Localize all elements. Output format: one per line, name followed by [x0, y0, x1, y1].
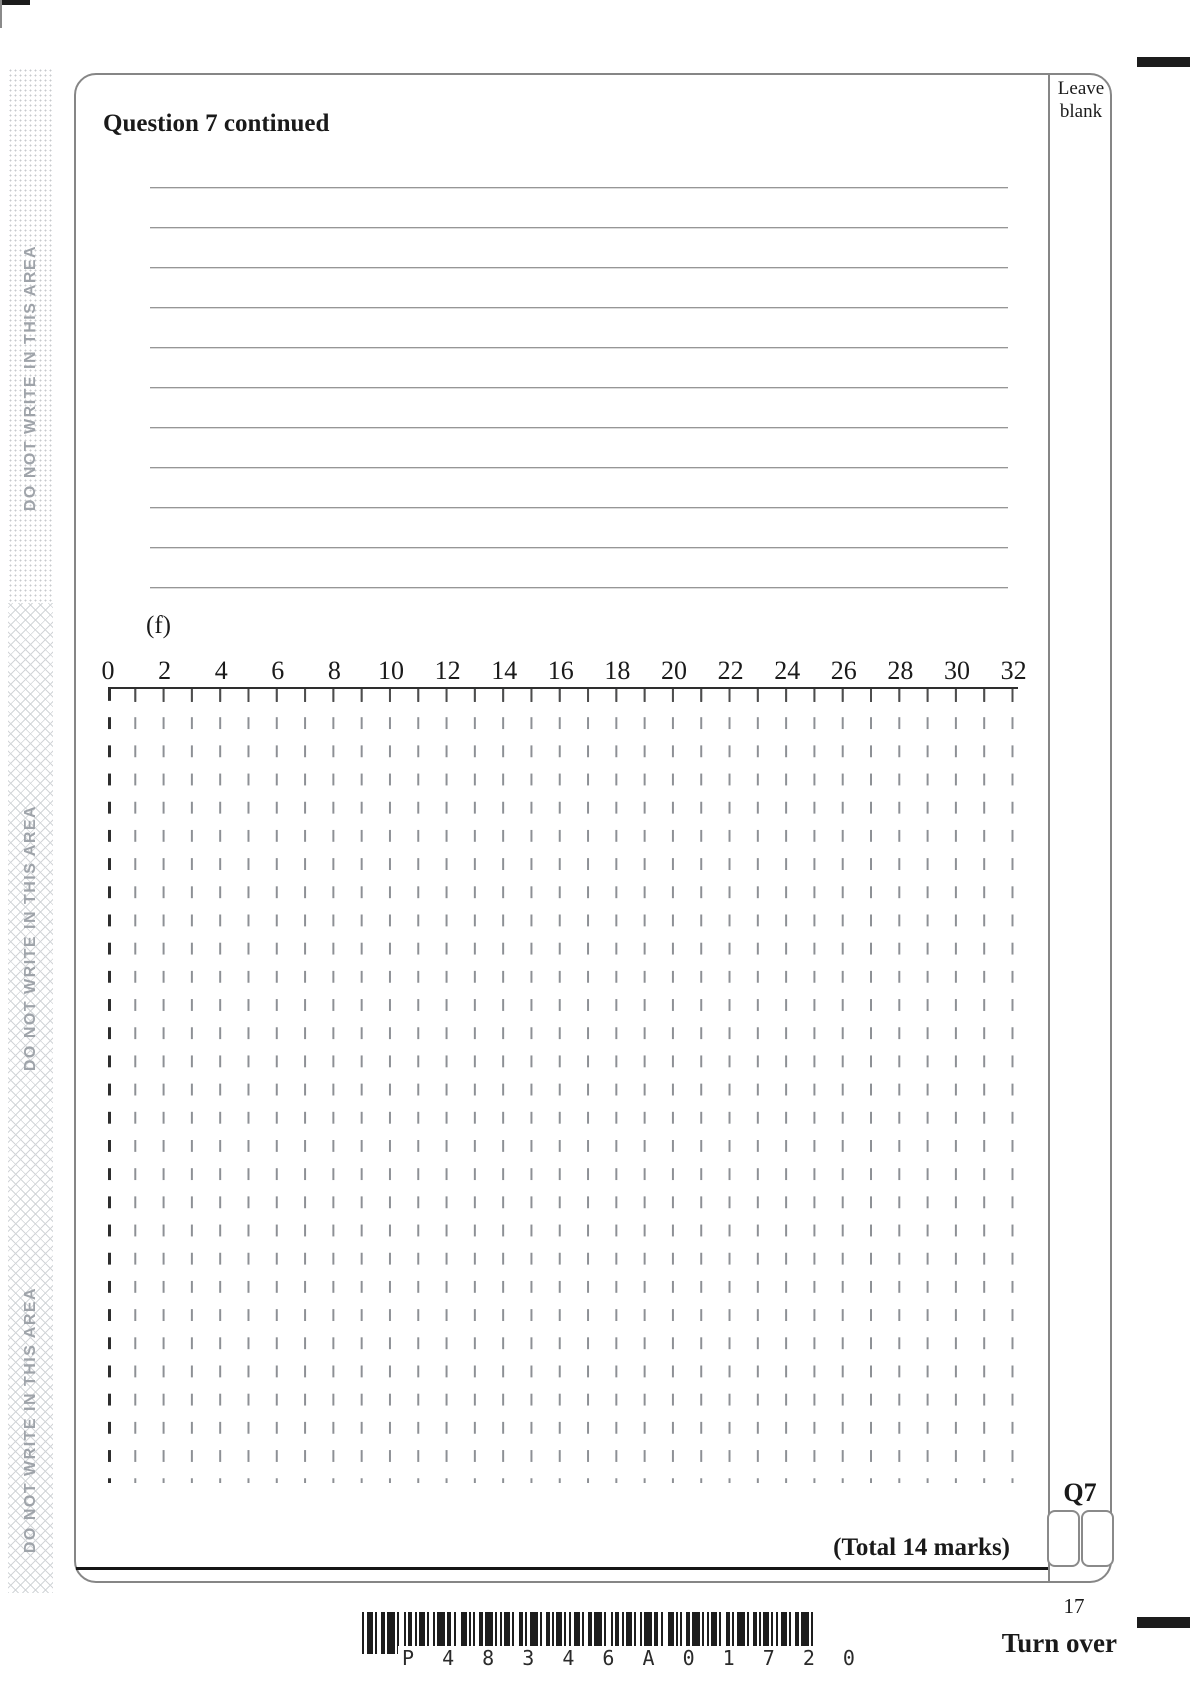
- x-axis-tick-labels: 0 2 4 6 8 10 12 14 16 18 20 22 24 26 28 30 32: [0, 656, 1190, 686]
- registration-mark-left-edge: [0, 0, 2, 28]
- answer-line: [150, 307, 1008, 309]
- question-end-rule: [76, 1567, 1048, 1570]
- margin-warning-label: DO NOT WRITE IN THIS AREA: [21, 804, 39, 1072]
- x-tick-label: 8: [327, 656, 341, 685]
- answer-line: [150, 267, 1008, 269]
- x-tick-label: 26: [830, 656, 857, 685]
- x-axis-line: [108, 687, 1018, 689]
- x-tick-label: 20: [661, 656, 687, 685]
- x-tick-label: 10: [378, 656, 404, 685]
- x-tick-label: 18: [604, 656, 631, 685]
- margin-pattern-dotted: [8, 68, 53, 603]
- x-tick-label: 4: [214, 656, 228, 685]
- x-tick-label: 0: [101, 656, 115, 685]
- margin-pattern-crosshatch: [8, 603, 53, 1593]
- answer-line: [150, 467, 1008, 469]
- registration-mark-top-left: [2, 0, 30, 5]
- graph-grid-dashed-lines: [108, 689, 1014, 1483]
- x-tick-label: 32: [1000, 656, 1027, 685]
- part-label: (f): [146, 612, 171, 639]
- answer-line: [150, 227, 1008, 229]
- answer-line: [150, 427, 1008, 429]
- leave-blank-label: Leave blank: [1057, 78, 1105, 122]
- x-tick-label: 24: [774, 656, 801, 685]
- barcode-text: P 4 8 3 4 6 A 0 1 7 2 0: [398, 1646, 867, 1670]
- answer-line: [150, 387, 1008, 389]
- examiner-mark-box: [1047, 1510, 1080, 1567]
- registration-mark-top-right: [1137, 57, 1190, 67]
- question-ref-label: Q7: [1063, 1478, 1097, 1507]
- answer-line: [150, 347, 1008, 349]
- x-tick-label: 2: [158, 656, 172, 685]
- margin-warning-middle: DO NOT WRITE IN THIS AREA: [8, 778, 53, 1098]
- margin-warning-bottom: DO NOT WRITE IN THIS AREA: [8, 1260, 53, 1580]
- x-tick-label: 16: [547, 656, 574, 685]
- x-tick-label: 30: [944, 656, 970, 685]
- x-tick-label: 28: [887, 656, 914, 685]
- barcode: [362, 1612, 825, 1654]
- page-number: 17: [1063, 1594, 1085, 1618]
- total-marks-label: (Total 14 marks): [833, 1534, 1010, 1561]
- examiner-mark-box: [1081, 1510, 1114, 1567]
- answer-area-border: [74, 73, 1112, 1583]
- answer-line: [150, 187, 1008, 189]
- answer-line: [150, 587, 1008, 589]
- x-tick-label: 6: [271, 656, 285, 685]
- x-tick-label: 14: [491, 656, 518, 685]
- question-heading: Question 7 continued: [103, 110, 330, 137]
- margin-warning-label: DO NOT WRITE IN THIS AREA: [21, 244, 39, 512]
- answer-line: [150, 507, 1008, 509]
- x-axis-tick-marks: [108, 689, 1014, 702]
- x-tick-label: 22: [717, 656, 744, 685]
- registration-mark-bottom-right: [1137, 1617, 1190, 1628]
- margin-warning-label: DO NOT WRITE IN THIS AREA: [21, 1286, 39, 1554]
- margin-warning-top: DO NOT WRITE IN THIS AREA: [8, 218, 53, 538]
- answer-line: [150, 547, 1008, 549]
- leave-blank-column-divider: [1048, 73, 1050, 1583]
- x-tick-label: 12: [434, 656, 461, 685]
- turn-over-label: Turn over: [1001, 1628, 1117, 1658]
